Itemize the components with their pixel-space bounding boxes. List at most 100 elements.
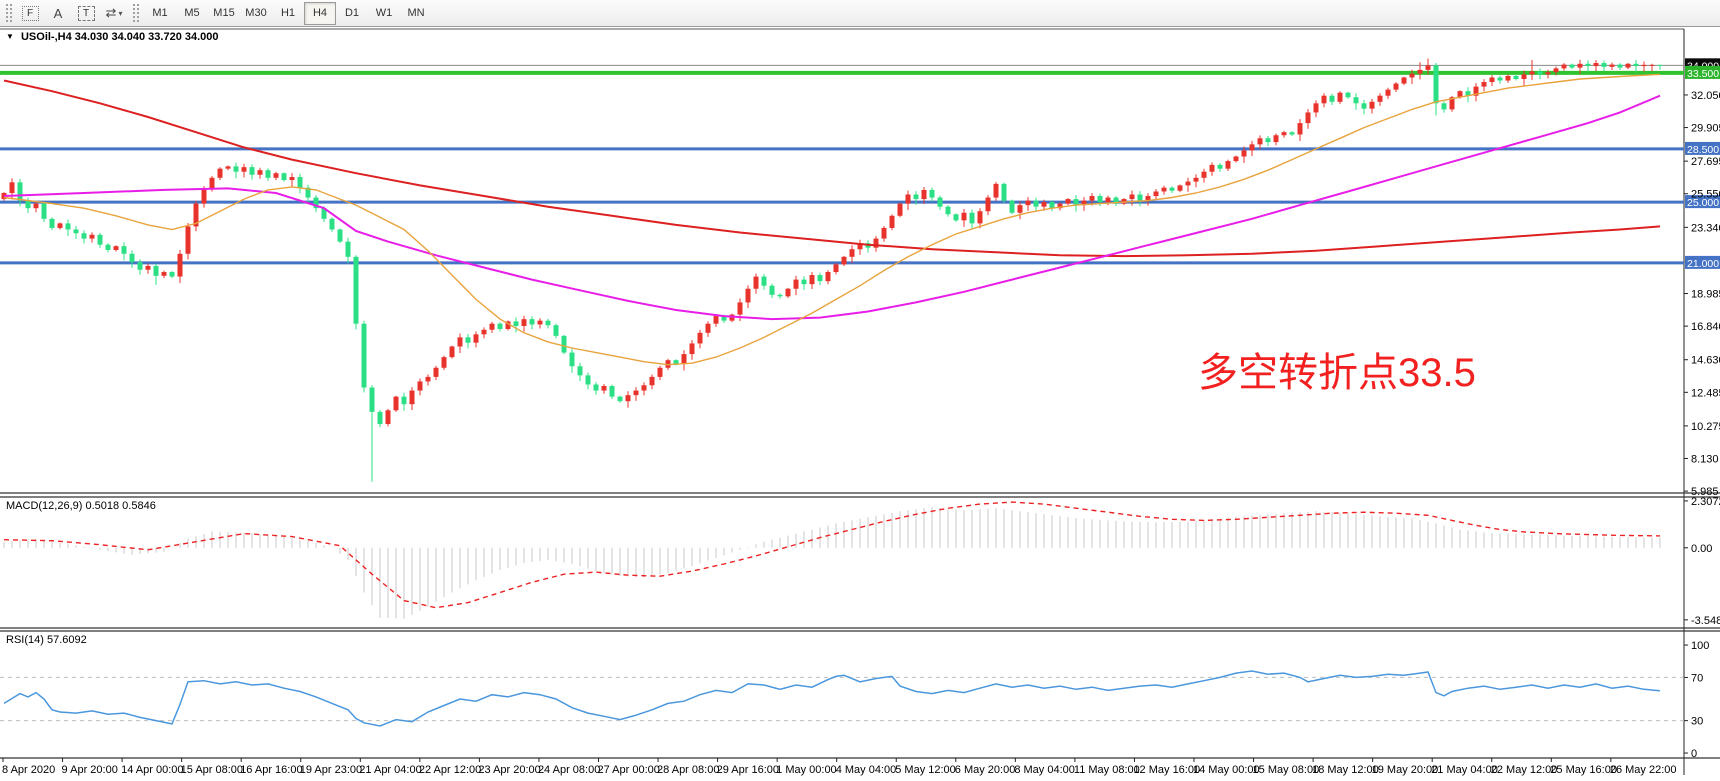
price-axis-label: 5.985: [1691, 486, 1719, 498]
templates-icon[interactable]: F: [17, 1, 43, 25]
candle: [321, 208, 327, 219]
candle: [505, 321, 511, 330]
candle: [929, 189, 935, 198]
candle: [585, 375, 591, 385]
price-tag: [1685, 141, 1720, 155]
candle: [457, 337, 463, 347]
candle: [1193, 177, 1199, 182]
candle: [1185, 181, 1191, 186]
time-axis-label: 9 Apr 20:00: [62, 764, 118, 776]
candle: [1385, 89, 1391, 96]
price-tag: [1685, 65, 1720, 79]
symbol-dropdown-icon[interactable]: ▼: [6, 32, 14, 41]
tf-button-d1[interactable]: D1: [344, 7, 360, 19]
tf-button-m1[interactable]: M1: [152, 7, 168, 19]
candle: [1137, 194, 1143, 201]
candle: [25, 200, 31, 209]
price-axis-label: 16.840: [1691, 321, 1720, 333]
symbol-info-bar: ▼ USOil-,H4 34.030 34.040 33.720 34.000: [6, 31, 219, 43]
macd-signal-line: [3, 501, 1661, 609]
candle: [1257, 138, 1263, 145]
candle: [513, 321, 519, 326]
candle: [1521, 74, 1527, 80]
candle: [441, 357, 447, 368]
candle: [217, 168, 223, 178]
candle: [1409, 73, 1415, 78]
candle: [1457, 91, 1463, 98]
candle: [369, 387, 375, 412]
time-axis-label: 24 Apr 08:00: [538, 764, 600, 776]
tf-button-m30[interactable]: M30: [245, 7, 267, 19]
candle: [1401, 77, 1407, 84]
candle: [41, 203, 47, 219]
tf-button-h1[interactable]: H1: [280, 7, 296, 19]
candle: [1377, 95, 1383, 102]
candle: [1073, 199, 1079, 206]
candle: [33, 203, 39, 209]
chart-frame: [0, 28, 1720, 775]
candle: [937, 197, 943, 207]
candle: [81, 233, 87, 239]
candle: [1537, 71, 1543, 75]
candle: [121, 246, 127, 254]
candle: [185, 226, 191, 254]
candle: [1113, 197, 1119, 204]
candle: [521, 319, 527, 326]
candle: [849, 249, 855, 257]
toolbar-drag-handle[interactable]: [5, 3, 12, 23]
arrows-icon: ⇄: [105, 5, 117, 20]
candle: [73, 229, 79, 234]
candle: [1609, 64, 1615, 67]
candle: [1089, 196, 1095, 201]
time-axis-label: 8 May 04:00: [1014, 764, 1075, 776]
candle: [897, 203, 903, 216]
candle: [249, 167, 255, 175]
candle: [193, 203, 199, 227]
rsi-line: [3, 670, 1661, 727]
candle: [793, 279, 799, 289]
candle: [945, 206, 951, 215]
text-label-tool-button[interactable]: A: [45, 1, 71, 25]
arrows-tool-button[interactable]: ⇄ ▾: [101, 1, 127, 25]
candle: [985, 197, 991, 212]
tf-button-mn[interactable]: MN: [407, 7, 425, 19]
candle: [745, 288, 751, 303]
candle: [1593, 63, 1599, 67]
candle: [201, 188, 207, 204]
tf-button-w1[interactable]: W1: [375, 7, 393, 19]
time-axis-label: 21 Apr 04:00: [359, 764, 421, 776]
candle: [401, 396, 407, 405]
candle: [393, 396, 399, 411]
candle: [953, 214, 959, 221]
timeframe-group-drag-handle[interactable]: [132, 3, 139, 23]
tf-button-h4[interactable]: H4: [304, 1, 336, 25]
ma-fast-orange-line: [3, 73, 1661, 366]
candle: [89, 234, 95, 239]
candle: [345, 241, 351, 257]
candle: [1353, 97, 1359, 104]
text-box-tool-button[interactable]: T: [73, 1, 99, 25]
candle: [553, 325, 559, 336]
candle: [769, 285, 775, 295]
candle: [561, 335, 567, 353]
time-axis-label: 27 Apr 00:00: [598, 764, 660, 776]
candle: [1585, 63, 1591, 67]
time-axis-label: 22 Apr 12:00: [419, 764, 481, 776]
candle: [1529, 71, 1535, 75]
candle: [833, 264, 839, 273]
candle: [609, 386, 615, 397]
candle: [145, 265, 151, 270]
candle: [1433, 65, 1439, 104]
tf-button-m5[interactable]: M5: [184, 7, 200, 19]
candle: [329, 218, 335, 230]
candle: [1009, 200, 1015, 213]
tf-button-m15[interactable]: M15: [213, 7, 235, 19]
chart-text-annotation[interactable]: 多空转折点33.5: [1198, 351, 1476, 395]
candle: [785, 288, 791, 297]
candle: [737, 302, 743, 315]
candle: [841, 256, 847, 265]
time-axis-label: 15 May 08:00: [1253, 764, 1320, 776]
candle: [761, 276, 767, 286]
candle: [1201, 171, 1207, 178]
